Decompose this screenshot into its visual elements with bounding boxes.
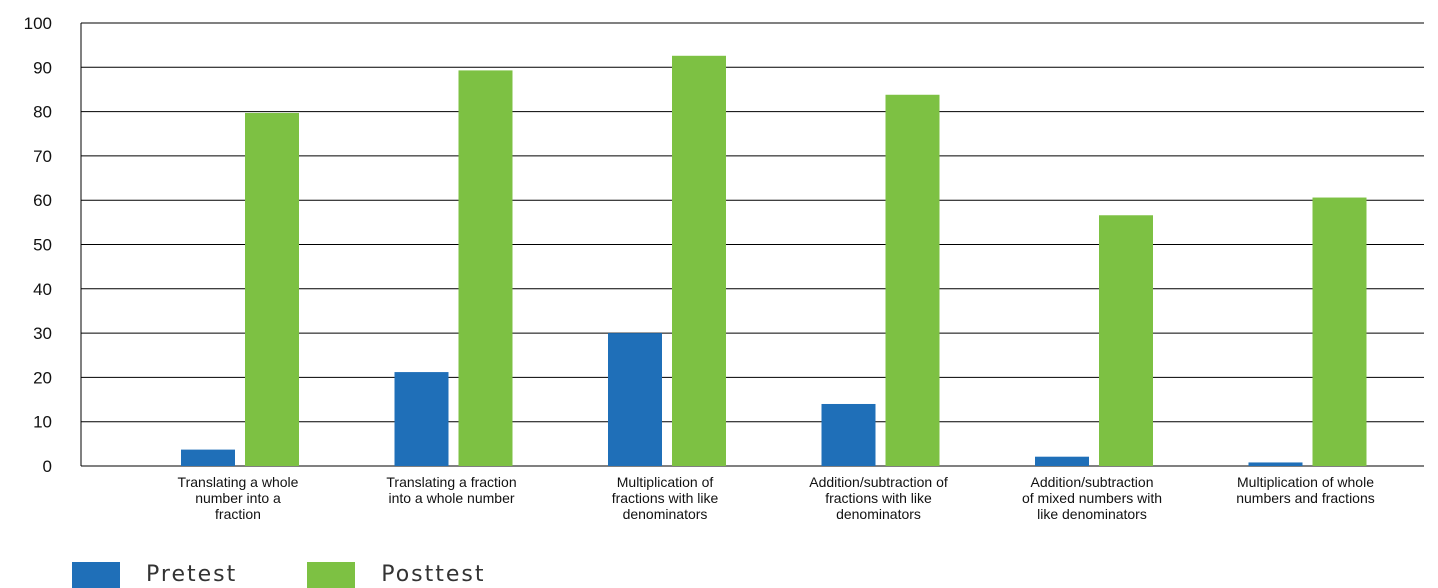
- legend-swatch-posttest: [307, 562, 356, 588]
- x-category-label: fraction: [215, 506, 261, 522]
- bar-posttest-3: [672, 55, 726, 466]
- x-category-label: of mixed numbers with: [1022, 490, 1162, 506]
- legend-item-posttest: Posttest: [307, 562, 485, 588]
- x-category-label: fractions with like: [612, 490, 719, 506]
- x-category-label: Addition/subtraction: [1031, 474, 1154, 490]
- y-tick-label: 50: [33, 236, 52, 255]
- x-category-label: Addition/subtraction of: [809, 474, 948, 490]
- bar-posttest-1: [245, 112, 299, 466]
- x-category-label: into a whole number: [388, 490, 514, 506]
- x-category-label: Translating a fraction: [386, 474, 516, 490]
- x-category-label: Translating a whole: [178, 474, 299, 490]
- y-tick-label: 20: [33, 368, 52, 387]
- y-tick-label: 0: [43, 457, 52, 476]
- y-tick-label: 90: [33, 58, 52, 77]
- y-tick-label: 80: [33, 103, 52, 122]
- x-category-label: fractions with like: [825, 490, 932, 506]
- bar-posttest-5: [1099, 215, 1153, 466]
- legend-item-pretest: Pretest: [72, 562, 237, 588]
- y-tick-label: 70: [33, 147, 52, 166]
- bar-chart: 0 10 20 30 40 50 60 70 80 90 100 Translating a whol…: [24, 14, 1424, 522]
- legend-label-posttest: Posttest: [381, 562, 486, 587]
- y-tick-label: 30: [33, 324, 52, 343]
- y-tick-label: 10: [33, 413, 52, 432]
- bar-pretest-5: [1035, 456, 1089, 466]
- bar-pretest-1: [181, 449, 235, 466]
- legend-label-pretest: Pretest: [146, 562, 238, 587]
- x-category-label: numbers and fractions: [1236, 490, 1375, 506]
- x-category-label: Multiplication of: [617, 474, 714, 490]
- y-tick-label: 40: [33, 280, 52, 299]
- bar-pretest-2: [394, 372, 449, 466]
- x-category-label: Multiplication of whole: [1237, 474, 1374, 490]
- bar-posttest-2: [458, 70, 513, 466]
- legend-swatch-pretest: [72, 562, 120, 588]
- y-tick-label: 60: [33, 191, 52, 210]
- x-category-label: denominators: [623, 506, 708, 522]
- bar-posttest-4: [885, 94, 940, 467]
- bar-posttest-6: [1312, 197, 1367, 467]
- bar-pretest-3: [608, 333, 662, 466]
- legend: Pretest Posttest: [72, 562, 556, 588]
- y-tick-label: 100: [24, 14, 52, 33]
- x-category-label: denominators: [836, 506, 921, 522]
- x-category-label: like denominators: [1037, 506, 1147, 522]
- bar-pretest-6: [1248, 462, 1303, 466]
- bar-pretest-4: [821, 403, 876, 466]
- x-category-label: number into a: [195, 490, 281, 506]
